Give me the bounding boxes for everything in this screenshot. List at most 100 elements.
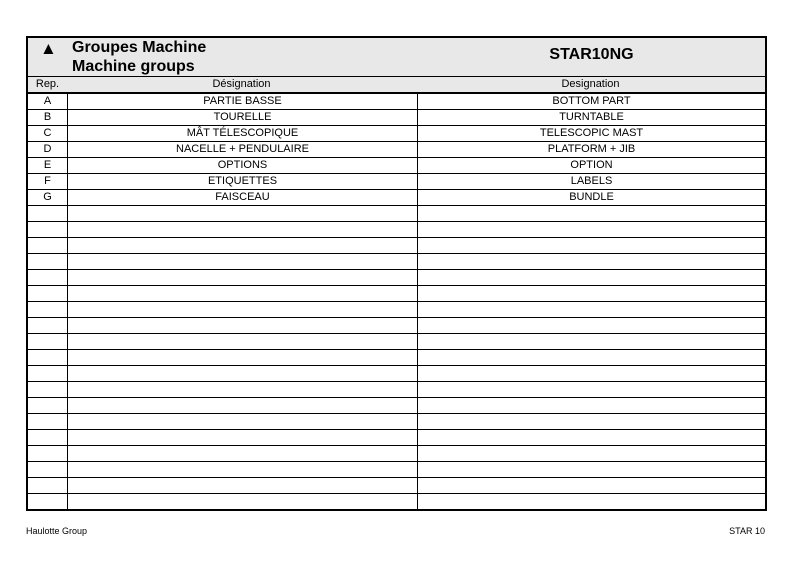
cell-fr (68, 254, 418, 269)
table-row (28, 398, 765, 414)
cell-fr: FAISCEAU (68, 190, 418, 205)
cell-fr (68, 430, 418, 445)
table-row (28, 462, 765, 478)
cell-rep (28, 350, 68, 365)
table-row (28, 206, 765, 222)
cell-rep (28, 238, 68, 253)
table-row: A PARTIE BASSE BOTTOM PART (28, 94, 765, 110)
cell-fr (68, 318, 418, 333)
cell-rep: E (28, 158, 68, 173)
table-row (28, 238, 765, 254)
cell-rep (28, 334, 68, 349)
table-row: C MÂT TÉLESCOPIQUE TELESCOPIC MAST (28, 126, 765, 142)
cell-en: PLATFORM + JIB (547, 143, 636, 155)
cell-en (418, 334, 765, 349)
cell-en: TELESCOPIC MAST (539, 127, 644, 139)
footer-company: Haulotte Group (26, 526, 88, 536)
cell-en (418, 366, 765, 381)
cell-en (418, 318, 765, 333)
cell-en: OPTION (570, 159, 613, 171)
table-row: G FAISCEAU BUNDLE (28, 190, 765, 206)
table-row: E OPTIONS OPTION (28, 158, 765, 174)
cell-fr (68, 446, 418, 461)
cell-rep (28, 478, 68, 493)
table-row (28, 494, 765, 509)
table-row (28, 222, 765, 238)
cell-fr: ETIQUETTES (68, 174, 418, 189)
table-row (28, 366, 765, 382)
cell-en: TURNTABLE (559, 111, 624, 123)
table-row (28, 382, 765, 398)
table-row (28, 334, 765, 350)
cell-rep (28, 430, 68, 445)
cell-en (418, 350, 765, 365)
cell-fr (68, 238, 418, 253)
cell-fr (68, 494, 418, 509)
column-headers: Rep. Désignation Designation (28, 77, 765, 94)
table-row (28, 414, 765, 430)
cell-rep: F (28, 174, 68, 189)
cell-en (418, 222, 765, 237)
cell-fr (68, 270, 418, 285)
cell-fr (68, 398, 418, 413)
cell-en (418, 414, 765, 429)
cell-fr (68, 350, 418, 365)
cell-rep: C (28, 126, 68, 141)
table-row (28, 478, 765, 494)
cell-en (418, 430, 765, 445)
cell-fr (68, 206, 418, 221)
cell-fr: MÂT TÉLESCOPIQUE (68, 126, 418, 141)
cell-en (418, 382, 765, 397)
col-designation-en: Designation (561, 78, 620, 90)
table-row: D NACELLE + PENDULAIRE PLATFORM + JIB (28, 142, 765, 158)
cell-en: BOTTOM PART (552, 95, 631, 107)
table-row (28, 286, 765, 302)
cell-fr (68, 334, 418, 349)
cell-rep (28, 206, 68, 221)
cell-fr (68, 382, 418, 397)
warning-triangle-icon: ▲ (40, 39, 57, 58)
cell-en: BUNDLE (569, 191, 614, 203)
table-row (28, 318, 765, 334)
cell-en (418, 254, 765, 269)
title-en: Machine groups (72, 58, 195, 75)
table-row (28, 350, 765, 366)
footer-model: STAR 10 (729, 526, 765, 536)
cell-fr (68, 366, 418, 381)
cell-rep: D (28, 142, 68, 157)
table-row (28, 430, 765, 446)
cell-en (418, 238, 765, 253)
cell-rep (28, 318, 68, 333)
cell-rep: G (28, 190, 68, 205)
cell-rep (28, 462, 68, 477)
table-row (28, 254, 765, 270)
cell-fr (68, 414, 418, 429)
machine-groups-table: ▲ Groupes Machine Machine groups STAR10N… (26, 36, 767, 511)
cell-en (418, 462, 765, 477)
cell-en: LABELS (570, 175, 613, 187)
cell-fr (68, 302, 418, 317)
cell-rep: A (28, 94, 68, 109)
table-row: F ETIQUETTES LABELS (28, 174, 765, 190)
cell-rep (28, 446, 68, 461)
table-row (28, 270, 765, 286)
table-row: B TOURELLE TURNTABLE (28, 110, 765, 126)
cell-en (418, 398, 765, 413)
cell-fr (68, 478, 418, 493)
table-row (28, 302, 765, 318)
cell-rep: B (28, 110, 68, 125)
cell-fr (68, 286, 418, 301)
cell-fr: PARTIE BASSE (68, 94, 418, 109)
cell-rep (28, 494, 68, 509)
cell-rep (28, 382, 68, 397)
table-header: ▲ Groupes Machine Machine groups STAR10N… (28, 38, 765, 77)
cell-fr (68, 462, 418, 477)
cell-rep (28, 398, 68, 413)
cell-en (418, 478, 765, 493)
table-row (28, 446, 765, 462)
cell-fr: OPTIONS (68, 158, 418, 173)
cell-rep (28, 222, 68, 237)
cell-en (418, 206, 765, 221)
cell-fr (68, 222, 418, 237)
cell-fr: TOURELLE (68, 110, 418, 125)
